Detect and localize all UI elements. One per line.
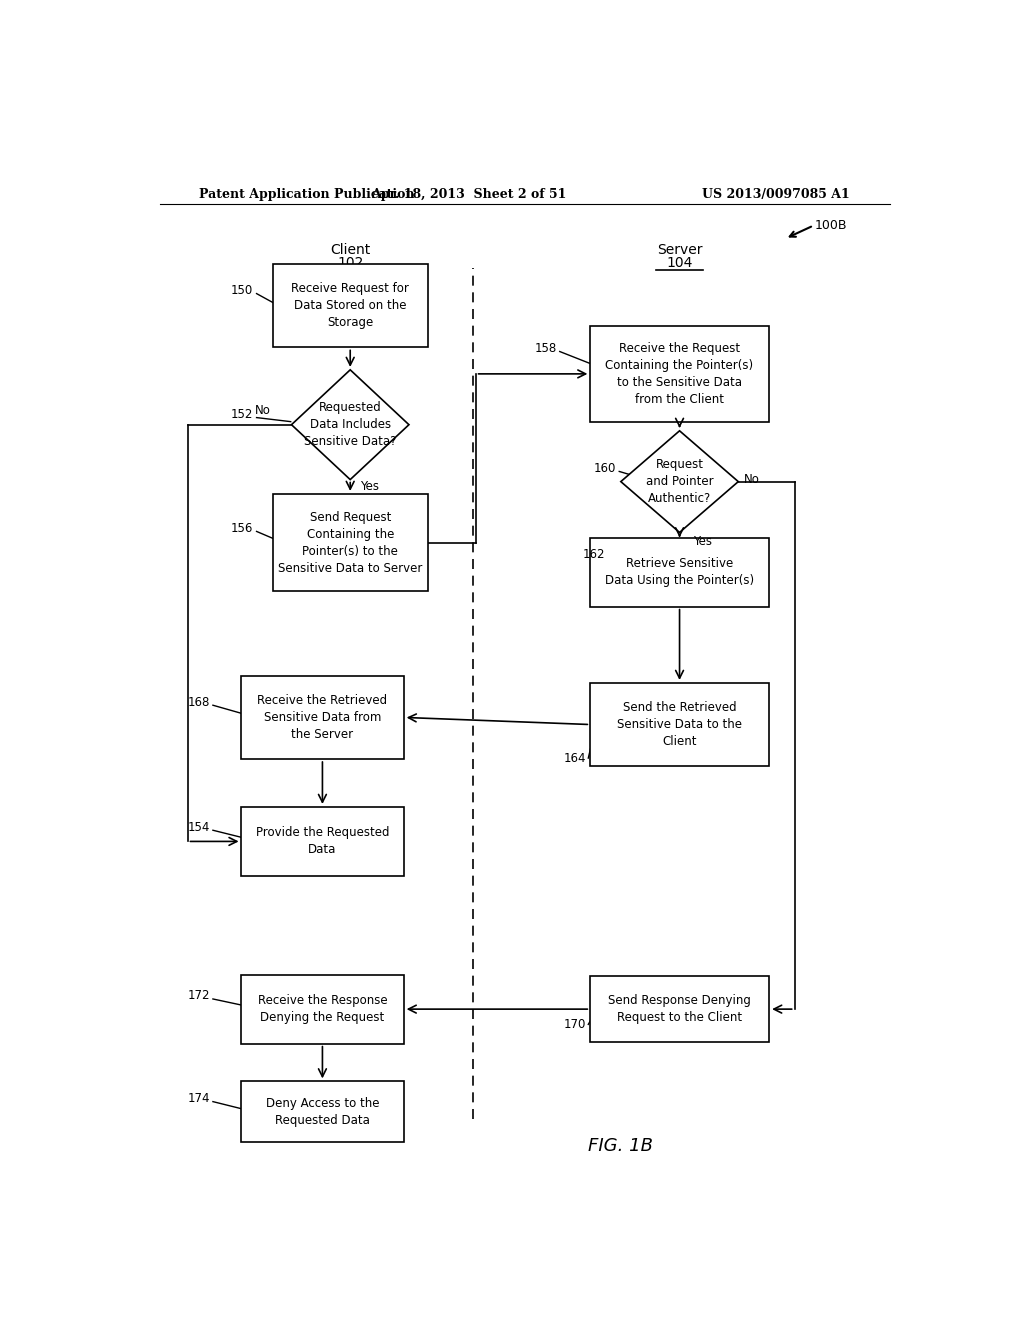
Text: Deny Access to the
Requested Data: Deny Access to the Requested Data xyxy=(265,1097,379,1127)
Text: Yes: Yes xyxy=(360,480,380,494)
Text: 168: 168 xyxy=(187,696,210,709)
Text: No: No xyxy=(255,404,271,417)
Text: Patent Application Publication: Patent Application Publication xyxy=(200,189,415,202)
Text: 170: 170 xyxy=(563,1018,586,1031)
Text: Retrieve Sensitive
Data Using the Pointer(s): Retrieve Sensitive Data Using the Pointe… xyxy=(605,557,754,587)
Text: Client: Client xyxy=(330,243,371,257)
FancyBboxPatch shape xyxy=(241,974,403,1044)
Text: 158: 158 xyxy=(535,342,557,355)
FancyBboxPatch shape xyxy=(241,1081,403,1142)
Text: Provide the Requested
Data: Provide the Requested Data xyxy=(256,826,389,857)
Text: 174: 174 xyxy=(187,1092,210,1105)
Text: 156: 156 xyxy=(231,521,253,535)
FancyBboxPatch shape xyxy=(590,537,769,607)
Text: 150: 150 xyxy=(231,284,253,297)
Text: Receive the Retrieved
Sensitive Data from
the Server: Receive the Retrieved Sensitive Data fro… xyxy=(257,694,387,741)
Text: Request
and Pointer
Authentic?: Request and Pointer Authentic? xyxy=(646,458,714,506)
Text: 154: 154 xyxy=(187,821,210,834)
Polygon shape xyxy=(292,370,409,479)
FancyBboxPatch shape xyxy=(272,264,428,347)
Text: Requested
Data Includes
Sensitive Data?: Requested Data Includes Sensitive Data? xyxy=(304,401,396,449)
FancyBboxPatch shape xyxy=(241,807,403,876)
Text: Send the Retrieved
Sensitive Data to the
Client: Send the Retrieved Sensitive Data to the… xyxy=(617,701,742,748)
Text: Send Response Denying
Request to the Client: Send Response Denying Request to the Cli… xyxy=(608,994,751,1024)
FancyBboxPatch shape xyxy=(590,326,769,422)
Text: Server: Server xyxy=(656,243,702,257)
Text: 102: 102 xyxy=(337,256,364,271)
Text: Receive the Response
Denying the Request: Receive the Response Denying the Request xyxy=(258,994,387,1024)
Text: 104: 104 xyxy=(667,256,693,271)
Text: US 2013/0097085 A1: US 2013/0097085 A1 xyxy=(702,189,850,202)
Text: No: No xyxy=(743,473,760,486)
Text: 100B: 100B xyxy=(814,219,847,232)
Text: Send Request
Containing the
Pointer(s) to the
Sensitive Data to Server: Send Request Containing the Pointer(s) t… xyxy=(279,511,422,574)
Text: 162: 162 xyxy=(583,548,605,561)
Text: Apr. 18, 2013  Sheet 2 of 51: Apr. 18, 2013 Sheet 2 of 51 xyxy=(372,189,567,202)
Text: 172: 172 xyxy=(187,990,210,1002)
Text: 152: 152 xyxy=(231,408,253,421)
FancyBboxPatch shape xyxy=(590,682,769,766)
Text: 160: 160 xyxy=(594,462,616,475)
FancyBboxPatch shape xyxy=(272,494,428,591)
Text: FIG. 1B: FIG. 1B xyxy=(588,1138,652,1155)
Text: Receive Request for
Data Stored on the
Storage: Receive Request for Data Stored on the S… xyxy=(291,282,410,329)
Polygon shape xyxy=(621,430,738,532)
Text: Yes: Yes xyxy=(693,535,712,548)
Text: 164: 164 xyxy=(563,751,586,764)
FancyBboxPatch shape xyxy=(241,676,403,759)
FancyBboxPatch shape xyxy=(590,975,769,1043)
Text: Receive the Request
Containing the Pointer(s)
to the Sensitive Data
from the Cli: Receive the Request Containing the Point… xyxy=(605,342,754,405)
